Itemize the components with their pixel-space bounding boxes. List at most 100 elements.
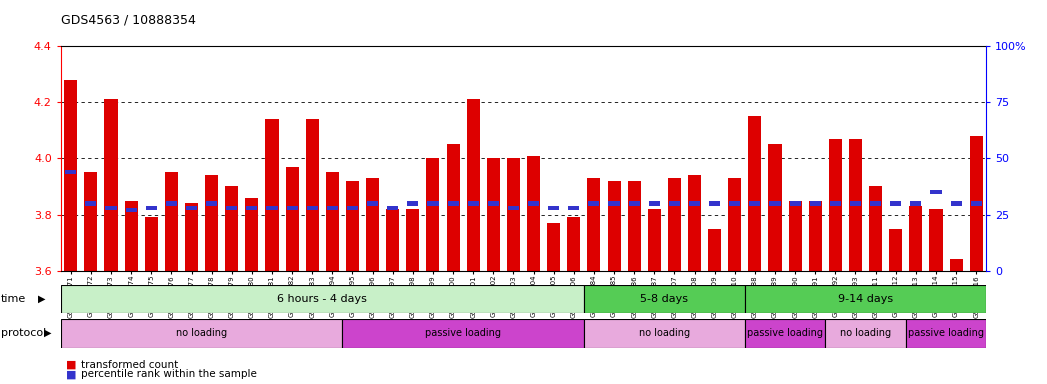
Bar [327,205,338,210]
Bar [548,223,560,271]
Text: ■: ■ [66,360,76,370]
Text: passive loading: passive loading [748,328,823,338]
Bar [708,228,721,271]
Bar [426,159,440,271]
Bar [106,205,116,210]
Bar [61,285,584,313]
Bar [246,205,258,210]
Bar [105,99,117,271]
Bar [307,205,318,210]
Bar [668,178,681,271]
Text: percentile rank within the sample: percentile rank within the sample [81,369,257,379]
Bar [488,201,498,205]
Bar [508,205,519,210]
Bar [205,175,218,271]
Text: 5-8 days: 5-8 days [641,294,688,304]
Bar [750,201,760,205]
Bar [407,201,419,205]
Bar [144,217,158,271]
Bar [65,170,76,174]
Bar [628,201,640,205]
Text: protocol: protocol [1,328,46,338]
Text: passive loading: passive loading [908,328,984,338]
Bar [951,201,961,205]
Bar [829,139,842,271]
Bar [245,198,259,271]
Text: no loading: no loading [639,328,690,338]
Bar [587,178,601,271]
Bar [569,205,579,210]
Bar [467,99,480,271]
Bar [549,205,559,210]
Bar [870,201,882,205]
Bar [849,139,862,271]
Bar [768,144,781,271]
Bar [367,201,378,205]
Bar [889,228,903,271]
Text: no loading: no loading [840,328,891,338]
Bar [507,159,520,271]
Text: passive loading: passive loading [425,328,502,338]
Bar [406,209,420,271]
Bar [326,172,339,271]
Bar [64,80,77,271]
Bar [584,285,744,313]
Bar [165,201,177,205]
Bar [186,205,197,210]
Bar [347,205,358,210]
Bar [970,136,983,271]
Bar [342,319,584,348]
Bar [910,201,921,205]
Bar [266,205,277,210]
Text: ▶: ▶ [44,328,51,338]
Bar [669,201,680,205]
Bar [206,201,217,205]
Bar [386,209,399,271]
Bar [688,175,701,271]
Bar [809,201,821,205]
Bar [584,319,744,348]
Bar [749,116,761,271]
Text: ■: ■ [66,369,76,379]
Bar [729,178,741,271]
Bar [825,319,906,348]
Text: ▶: ▶ [38,294,45,304]
Bar [226,205,238,210]
Bar [789,201,801,205]
Text: transformed count: transformed count [81,360,178,370]
Bar [950,260,962,271]
Bar [729,201,740,205]
Bar [185,204,198,271]
Bar [85,172,97,271]
Bar [447,201,459,205]
Bar [744,319,825,348]
Bar [588,201,600,205]
Bar [808,200,822,271]
Bar [86,201,96,205]
Bar [528,201,539,205]
Bar [567,217,580,271]
Bar [346,181,359,271]
Bar [869,187,883,271]
Bar [287,205,297,210]
Text: 9-14 days: 9-14 days [838,294,893,304]
Bar [830,201,841,205]
Bar [971,201,982,205]
Bar [608,201,620,205]
Bar [61,319,342,348]
Bar [225,187,239,271]
Bar [387,205,398,210]
Bar [366,178,379,271]
Bar [487,159,499,271]
Bar [906,319,986,348]
Bar [125,200,138,271]
Bar [909,206,922,271]
Bar [627,181,641,271]
Bar [770,201,781,205]
Bar [648,209,661,271]
Bar [266,119,279,271]
Bar [709,201,720,205]
Bar [930,209,942,271]
Bar [286,167,298,271]
Text: time: time [1,294,26,304]
